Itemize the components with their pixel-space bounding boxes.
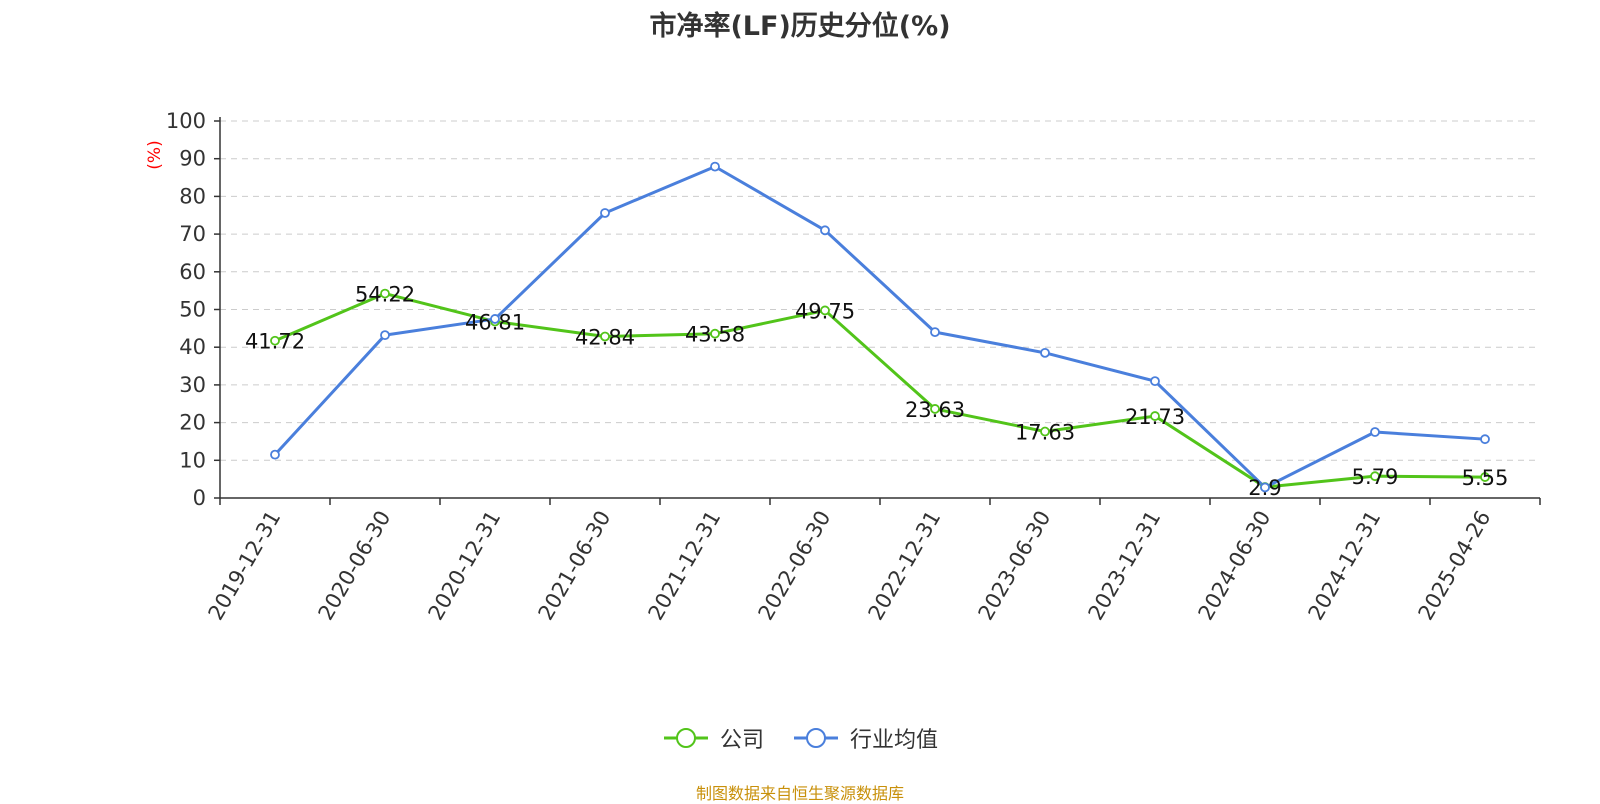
y-tick-label: 90	[179, 147, 206, 171]
y-tick-label: 20	[179, 411, 206, 435]
chart-title: 市净率(LF)历史分位(%)	[649, 11, 951, 42]
data-label: 46.81	[465, 311, 525, 335]
y-tick-label: 40	[179, 335, 206, 359]
series-1-point	[270, 449, 280, 460]
series-1-point	[710, 161, 720, 172]
data-label: 41.72	[245, 330, 305, 354]
legend-item-company[interactable]: 公司	[662, 722, 764, 754]
series-1-point	[490, 314, 500, 324]
x-tick-label: 2024-12-31	[1304, 507, 1386, 625]
series-0-point	[820, 305, 830, 316]
x-tick-label: 2020-12-31	[424, 507, 506, 625]
line-chart: 0 10 20 30 40 50 60 70 80 90 100 2019-12-31 2020-06…	[145, 109, 1541, 625]
legend-marker-industry-avg	[794, 728, 838, 748]
series-0-point	[1480, 472, 1490, 482]
y-tick-label: 50	[179, 298, 206, 322]
legend-label-industry-avg: 行业均值	[850, 728, 939, 753]
x-tick-label: 2025-04-26	[1414, 507, 1496, 625]
y-tick-label: 80	[179, 184, 206, 208]
data-label: 21.73	[1125, 405, 1185, 429]
axes	[214, 117, 1541, 505]
x-tick-labels: 2019-12-31 2020-06-30 2020-12-31 2021-06-30…	[204, 507, 1496, 625]
data-label: 5.55	[1462, 466, 1509, 490]
legend: 公司 行业均值	[0, 722, 1600, 754]
data-labels: 41.72 54.22 46.81 42.84 43.58 49.75 23.63 17.63…	[245, 283, 1508, 500]
x-tick-label: 2021-12-31	[644, 507, 726, 625]
series-0-point	[1150, 411, 1160, 421]
x-tick-label: 2022-06-30	[754, 507, 836, 625]
legend-marker-company	[663, 728, 708, 748]
legend-item-industry-avg[interactable]: 行业均值	[792, 722, 938, 754]
y-axis-label: (%)	[145, 140, 165, 169]
data-label: 5.79	[1352, 465, 1399, 489]
data-label: 49.75	[795, 299, 855, 323]
x-tick-label: 2023-12-31	[1084, 507, 1166, 625]
legend-label-company: 公司	[719, 728, 764, 753]
series-0-point	[1370, 471, 1380, 482]
data-label: 23.63	[905, 398, 965, 422]
data-label: 42.84	[575, 325, 635, 349]
x-tick-label: 2020-06-30	[314, 507, 396, 625]
series-1-point	[820, 225, 830, 236]
series-1-point	[1260, 482, 1270, 493]
data-label: 43.58	[685, 323, 745, 347]
y-tick-label: 100	[166, 109, 206, 133]
source-note: 制图数据来自恒生聚源数据库	[695, 784, 904, 803]
series-1-point	[930, 327, 940, 338]
y-tick-label: 30	[179, 373, 206, 397]
x-tick-label: 2023-06-30	[974, 507, 1056, 625]
series-layer	[270, 161, 1490, 493]
data-label: 54.22	[355, 283, 415, 307]
x-tick-label: 2021-06-30	[534, 507, 616, 625]
y-tick-label: 0	[193, 486, 206, 510]
series-0-point	[600, 331, 610, 342]
series-0-point	[930, 404, 940, 414]
grid-lines	[220, 120, 1540, 461]
y-tick-label: 60	[179, 260, 206, 284]
series-line-1	[273, 165, 1486, 489]
y-tick-label: 70	[179, 222, 206, 246]
series-line-0	[274, 292, 1486, 489]
series-1-point	[380, 330, 390, 341]
series-1-point	[1370, 427, 1380, 437]
series-0-point	[380, 288, 390, 299]
series-1-point	[1150, 376, 1160, 387]
series-1-point	[1480, 434, 1490, 445]
y-tick-labels: 0 10 20 30 40 50 60 70 80 90 100	[166, 109, 206, 510]
series-0-point	[710, 328, 720, 339]
series-0-point	[1040, 426, 1050, 437]
series-1-point	[1040, 347, 1050, 358]
data-label: 2.9	[1248, 476, 1281, 500]
x-tick-label: 2022-12-31	[864, 507, 946, 625]
series-0-point	[270, 335, 280, 346]
y-tick-label: 10	[179, 448, 206, 472]
data-label: 17.63	[1015, 421, 1075, 445]
x-tick-label: 2019-12-31	[204, 507, 286, 625]
x-tick-label: 2024-06-30	[1194, 507, 1276, 625]
series-1-point	[600, 208, 610, 218]
